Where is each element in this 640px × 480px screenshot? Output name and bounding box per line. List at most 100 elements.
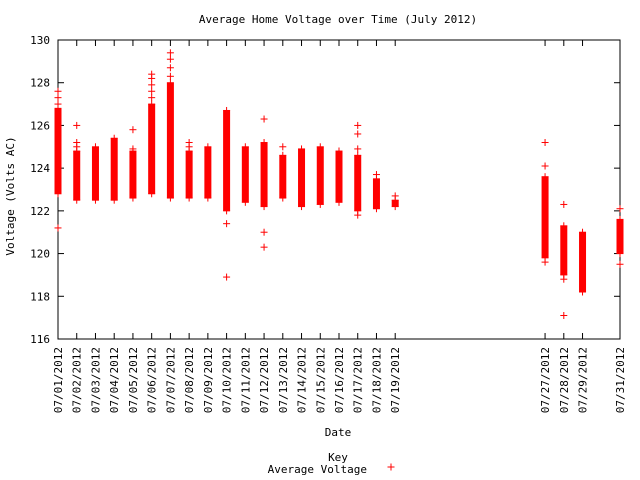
data-point bbox=[316, 200, 324, 208]
voltage-range-bar bbox=[616, 219, 624, 254]
x-tick-label: 07/06/2012 bbox=[146, 347, 159, 413]
legend-marker bbox=[387, 463, 395, 471]
day-marks bbox=[298, 145, 306, 211]
data-point bbox=[541, 139, 549, 147]
voltage-range-bar bbox=[241, 146, 249, 203]
data-point bbox=[241, 198, 249, 206]
data-point bbox=[223, 106, 231, 114]
data-point bbox=[616, 215, 624, 223]
x-tick-label: 07/08/2012 bbox=[183, 347, 196, 413]
data-point bbox=[148, 70, 156, 78]
data-point bbox=[354, 121, 362, 129]
legend-title: Key bbox=[328, 451, 348, 464]
data-point bbox=[541, 258, 549, 266]
data-point bbox=[91, 143, 99, 151]
x-tick-label: 07/31/2012 bbox=[614, 347, 627, 413]
x-tick-label: 07/18/2012 bbox=[370, 347, 383, 413]
data-point bbox=[110, 196, 118, 204]
data-point bbox=[560, 275, 568, 283]
day-marks bbox=[54, 87, 62, 232]
data-point bbox=[616, 250, 624, 258]
data-point bbox=[223, 207, 231, 215]
voltage-range-bar bbox=[166, 82, 174, 199]
data-point bbox=[166, 79, 174, 87]
voltage-range-bar bbox=[73, 151, 81, 201]
data-point bbox=[148, 94, 156, 102]
data-point bbox=[260, 115, 268, 123]
y-tick-label: 128 bbox=[30, 77, 50, 90]
data-point bbox=[241, 143, 249, 151]
legend-marker-plus bbox=[387, 463, 395, 471]
voltage-range-bar bbox=[91, 146, 99, 201]
data-point bbox=[616, 205, 624, 213]
x-tick-label: 07/01/2012 bbox=[52, 347, 65, 413]
voltage-range-bar bbox=[223, 110, 231, 211]
y-axis: 116 118 120 122 124 126 128 130 bbox=[30, 34, 620, 346]
data-point bbox=[616, 260, 624, 268]
day-marks bbox=[579, 228, 587, 296]
x-tick-label: 07/05/2012 bbox=[127, 347, 140, 413]
x-axis-label: Date bbox=[325, 426, 352, 439]
voltage-range-bar bbox=[279, 155, 287, 199]
data-point bbox=[354, 151, 362, 159]
legend-entry-label: Average Voltage bbox=[268, 463, 367, 476]
data-point bbox=[335, 198, 343, 206]
y-tick-label: 120 bbox=[30, 248, 50, 261]
y-axis-label: Voltage (Volts AC) bbox=[4, 136, 17, 255]
day-marks bbox=[541, 139, 549, 266]
x-tick-label: 07/03/2012 bbox=[89, 347, 102, 413]
x-tick-label: 07/14/2012 bbox=[296, 347, 309, 413]
data-point bbox=[148, 100, 156, 108]
voltage-range-bar bbox=[372, 178, 380, 209]
data-point bbox=[335, 147, 343, 155]
x-tick-label: 07/17/2012 bbox=[352, 347, 365, 413]
day-marks bbox=[316, 143, 324, 208]
x-tick-label: 07/29/2012 bbox=[577, 347, 590, 413]
voltage-range-bar bbox=[185, 151, 193, 199]
x-tick-label: 07/07/2012 bbox=[164, 347, 177, 413]
data-point bbox=[73, 121, 81, 129]
x-tick-label: 07/27/2012 bbox=[539, 347, 552, 413]
data-point bbox=[166, 194, 174, 202]
data-point bbox=[185, 194, 193, 202]
data-point bbox=[166, 55, 174, 63]
data-point bbox=[560, 200, 568, 208]
data-point bbox=[560, 312, 568, 320]
data-point bbox=[129, 145, 137, 153]
data-point bbox=[54, 100, 62, 108]
x-tick-label: 07/15/2012 bbox=[314, 347, 327, 413]
data-point bbox=[279, 151, 287, 159]
x-tick-label: 07/12/2012 bbox=[258, 347, 271, 413]
y-tick-label: 116 bbox=[30, 333, 50, 346]
voltage-range-bar bbox=[354, 155, 362, 211]
data-point bbox=[354, 130, 362, 138]
data-point bbox=[279, 194, 287, 202]
x-tick-label: 07/09/2012 bbox=[202, 347, 215, 413]
day-marks bbox=[354, 121, 362, 219]
data-point bbox=[110, 134, 118, 142]
day-marks bbox=[91, 143, 99, 204]
data-point bbox=[391, 192, 399, 200]
data-point bbox=[148, 87, 156, 95]
legend: Key Average Voltage bbox=[268, 451, 395, 476]
day-marks bbox=[73, 121, 81, 204]
day-marks bbox=[204, 143, 212, 202]
data-point bbox=[223, 273, 231, 281]
voltage-range-bar bbox=[110, 138, 118, 201]
x-tick-label: 07/10/2012 bbox=[221, 347, 234, 413]
y-tick-label: 130 bbox=[30, 34, 50, 47]
data-point bbox=[73, 139, 81, 147]
data-point bbox=[354, 145, 362, 153]
day-marks bbox=[279, 143, 287, 202]
voltage-range-bar bbox=[579, 232, 587, 293]
voltage-range-bar bbox=[148, 104, 156, 194]
x-tick-label: 07/28/2012 bbox=[558, 347, 571, 413]
day-marks bbox=[616, 205, 624, 268]
data-point bbox=[372, 205, 380, 213]
data-point bbox=[73, 196, 81, 204]
day-marks bbox=[185, 139, 193, 202]
x-tick-label: 07/04/2012 bbox=[108, 347, 121, 413]
data-point bbox=[54, 224, 62, 232]
data-point bbox=[260, 139, 268, 147]
